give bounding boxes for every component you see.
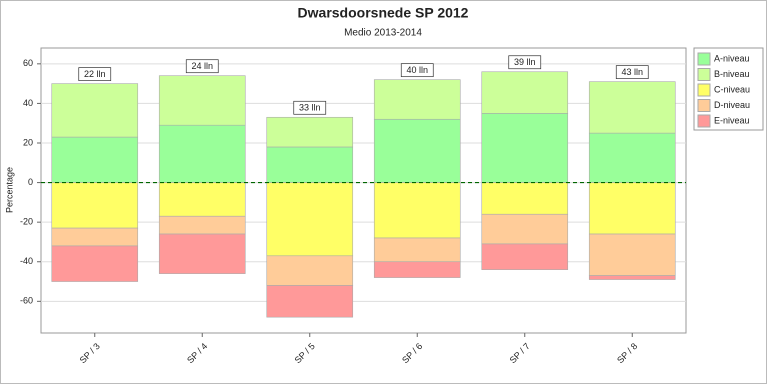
- bar-segment: [588, 132, 676, 183]
- bar-segment: [588, 275, 676, 280]
- bar-segment: [481, 243, 569, 270]
- bar-segment: [588, 81, 676, 134]
- bar-segment: [373, 237, 461, 263]
- y-tick-label: 40: [23, 98, 33, 108]
- bar-segment: [481, 182, 569, 215]
- y-axis-label: Percentage: [4, 167, 14, 213]
- legend-label: E-niveau: [714, 115, 750, 125]
- bar-segment: [266, 285, 354, 318]
- bar-segment: [266, 255, 354, 286]
- bar-label: 39 lln: [514, 57, 536, 67]
- bar-segment: [373, 118, 461, 183]
- bar-segment: [481, 113, 569, 183]
- bar-segment: [481, 213, 569, 245]
- legend-label: C-niveau: [714, 84, 750, 94]
- bar-label: 43 lln: [621, 67, 643, 77]
- legend-swatch: [697, 68, 711, 81]
- bar-segment: [266, 116, 354, 148]
- bar-segment: [373, 261, 461, 278]
- bar-segment: [158, 233, 246, 274]
- bar-segment: [158, 124, 246, 183]
- bar-label-box: [185, 59, 219, 74]
- bar-label-box: [615, 65, 649, 79]
- y-tick-label: -20: [20, 217, 33, 227]
- legend-swatch: [697, 99, 711, 112]
- chart-title: Dwarsdoorsnede SP 2012: [298, 5, 469, 21]
- y-tick-label: 60: [23, 58, 33, 68]
- y-tick-label: -40: [20, 256, 33, 266]
- legend-swatch: [697, 83, 711, 97]
- bar-segment: [51, 83, 139, 138]
- y-tick-label: 0: [28, 177, 33, 187]
- bar-segment: [266, 182, 354, 257]
- bar-label-box: [78, 67, 112, 81]
- bar-label-box: [293, 100, 327, 115]
- bar-segment: [51, 182, 139, 229]
- legend-swatch: [697, 114, 711, 128]
- bar-segment: [481, 71, 569, 114]
- bar-segment: [266, 146, 354, 183]
- legend-label: B-niveau: [714, 69, 750, 79]
- bar-label: 24 lln: [191, 61, 213, 71]
- bar-segment: [588, 182, 676, 235]
- legend-swatch: [697, 52, 711, 66]
- bar-label-box: [508, 55, 542, 70]
- bar-segment: [51, 136, 139, 183]
- bar-segment: [158, 215, 246, 235]
- bar-label: 40 lln: [406, 65, 428, 75]
- bar-segment: [588, 233, 676, 276]
- bar-label: 33 lln: [299, 103, 321, 113]
- bar-segment: [373, 79, 461, 120]
- bar-segment: [158, 75, 246, 126]
- bar-segment: [51, 227, 139, 247]
- bar-segment: [158, 182, 246, 217]
- bar-segment: [373, 182, 461, 239]
- y-tick-label: -60: [20, 296, 33, 306]
- y-tick-label: 20: [23, 137, 33, 147]
- bar-label: 22 lln: [84, 69, 106, 79]
- legend-label: A-niveau: [714, 53, 750, 63]
- bar-segment: [51, 245, 139, 282]
- bar-label-box: [400, 63, 434, 78]
- legend-label: D-niveau: [714, 100, 750, 110]
- chart-subtitle: Medio 2013-2014: [344, 28, 422, 39]
- plot-area: [40, 47, 687, 334]
